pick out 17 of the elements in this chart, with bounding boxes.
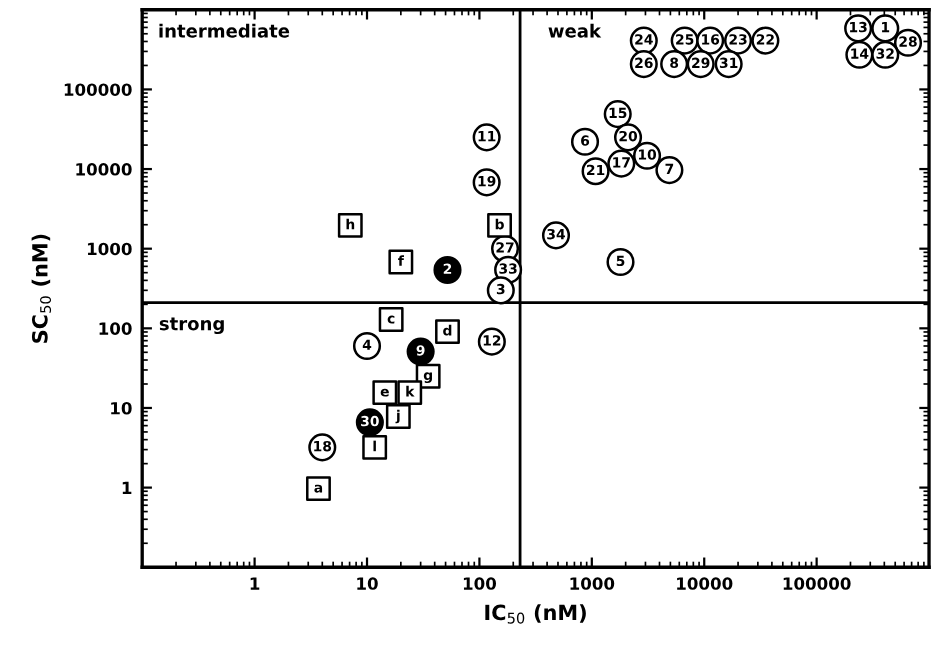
x-tick-label: 10: [357, 577, 378, 590]
y-tick-label: 1: [122, 481, 132, 494]
x-tick-label: 1000: [570, 577, 615, 590]
x-tick-label: 1: [250, 577, 260, 590]
y-tick-label: 10: [111, 401, 132, 415]
annotation: intermediate: [159, 23, 290, 38]
y-tick-label: 100: [99, 322, 132, 335]
y-tick-label: 1000: [87, 242, 132, 256]
y-tick-label: 100000: [64, 83, 132, 96]
y-axis-title: SC$_{50}$ (nM): [31, 234, 52, 343]
x-axis-title: IC$_{50}$ (nM): [485, 604, 586, 624]
annotation: weak: [548, 23, 602, 38]
x-tick-label: 100: [463, 577, 497, 590]
x-tick-label: 100000: [783, 577, 851, 590]
x-tick-label: 10000: [677, 577, 733, 590]
annotation: strong: [159, 317, 224, 335]
y-tick-label: 10000: [76, 163, 132, 176]
